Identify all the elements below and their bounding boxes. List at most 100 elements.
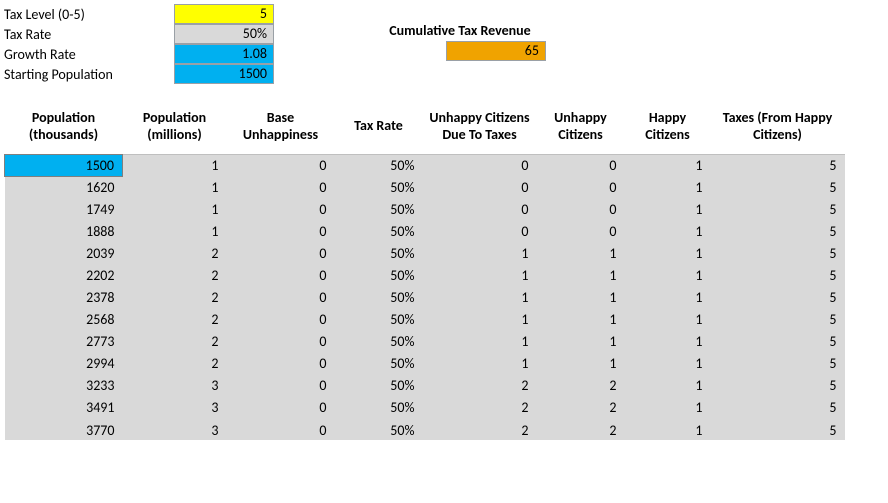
table-cell: 3 (123, 396, 227, 418)
table-cell: 2039 (5, 242, 123, 264)
table-cell: 1 (625, 154, 711, 176)
table-cell: 1 (423, 242, 537, 264)
parameter-grid: Tax Level (0-5) 5 Tax Rate 50% Growth Ra… (4, 4, 274, 84)
table-cell: 50% (335, 220, 423, 242)
table-cell: 1 (625, 286, 711, 308)
table-row: 37703050%2215 (5, 418, 845, 440)
table-cell: 5 (711, 374, 845, 396)
cumulative-revenue-title: Cumulative Tax Revenue (389, 22, 530, 39)
tax-rate-cell[interactable]: 50% (174, 24, 274, 44)
header-taxes: Taxes (From Happy Citizens) (711, 106, 845, 154)
table-cell: 5 (711, 396, 845, 418)
table-cell: 1 (123, 198, 227, 220)
table-cell: 1 (423, 286, 537, 308)
table-row: 17491050%0015 (5, 198, 845, 220)
table-cell: 5 (711, 286, 845, 308)
table-cell: 0 (227, 286, 335, 308)
table-cell: 50% (335, 330, 423, 352)
cumulative-revenue: Cumulative Tax Revenue 65 (374, 4, 546, 61)
table-cell: 3 (123, 418, 227, 440)
table-cell: 1 (625, 330, 711, 352)
table-cell: 1 (423, 308, 537, 330)
table-cell: 50% (335, 242, 423, 264)
header-tax-rate: Tax Rate (335, 106, 423, 154)
table-cell: 0 (227, 176, 335, 198)
table-cell: 1 (625, 308, 711, 330)
table-cell: 2 (123, 286, 227, 308)
table-cell: 1 (625, 176, 711, 198)
table-cell: 3233 (5, 374, 123, 396)
table-cell: 2568 (5, 308, 123, 330)
table-cell: 2994 (5, 352, 123, 374)
table-row: 27732050%1115 (5, 330, 845, 352)
table-row: 15001050%0015 (5, 154, 845, 176)
table-cell: 5 (711, 352, 845, 374)
table-cell: 5 (711, 330, 845, 352)
table-cell: 0 (227, 308, 335, 330)
table-cell: 1888 (5, 220, 123, 242)
table-cell: 0 (227, 220, 335, 242)
table-cell: 1 (423, 264, 537, 286)
table-cell: 1 (123, 176, 227, 198)
header-base-unhappiness: Base Unhappiness (227, 106, 335, 154)
table-cell: 1 (625, 220, 711, 242)
table-cell: 50% (335, 286, 423, 308)
header-population-thousands: Population (thousands) (5, 106, 123, 154)
table-cell: 5 (711, 220, 845, 242)
table-cell: 0 (227, 154, 335, 176)
table-cell: 0 (537, 220, 625, 242)
tax-level-label: Tax Level (0-5) (4, 6, 174, 23)
table-cell: 2 (123, 330, 227, 352)
table-cell: 0 (227, 352, 335, 374)
table-row: 29942050%1115 (5, 352, 845, 374)
table-cell: 2 (423, 374, 537, 396)
table-row: 23782050%1115 (5, 286, 845, 308)
table-cell: 2 (537, 418, 625, 440)
table-cell: 2 (423, 418, 537, 440)
table-cell: 1 (625, 396, 711, 418)
header-population-millions: Population (millions) (123, 106, 227, 154)
table-cell: 0 (423, 220, 537, 242)
table-header-row: Population (thousands) Population (milli… (5, 106, 845, 154)
table-cell: 1 (625, 264, 711, 286)
table-cell: 0 (537, 154, 625, 176)
cumulative-revenue-cell: 65 (446, 41, 546, 61)
table-cell: 2773 (5, 330, 123, 352)
table-cell: 5 (711, 418, 845, 440)
table-cell: 1 (423, 352, 537, 374)
table-cell: 50% (335, 264, 423, 286)
table-cell: 1 (123, 154, 227, 176)
table-row: 34913050%2215 (5, 396, 845, 418)
table-row: 32333050%2215 (5, 374, 845, 396)
table-cell: 1500 (5, 154, 123, 176)
table-cell: 50% (335, 308, 423, 330)
table-cell: 2202 (5, 264, 123, 286)
parameter-panel: Tax Level (0-5) 5 Tax Rate 50% Growth Ra… (4, 4, 884, 84)
table-cell: 1 (537, 308, 625, 330)
table-cell: 3770 (5, 418, 123, 440)
table-cell: 0 (423, 176, 537, 198)
header-unhappy-due-taxes: Unhappy Citizens Due To Taxes (423, 106, 537, 154)
starting-population-cell[interactable]: 1500 (174, 64, 274, 84)
table-cell: 5 (711, 264, 845, 286)
table-cell: 50% (335, 374, 423, 396)
table-cell: 2 (537, 374, 625, 396)
table-cell: 1 (537, 264, 625, 286)
table-row: 20392050%1115 (5, 242, 845, 264)
table-cell: 50% (335, 418, 423, 440)
table-cell: 2 (123, 242, 227, 264)
table-cell: 0 (227, 374, 335, 396)
table-cell: 1 (537, 242, 625, 264)
growth-rate-label: Growth Rate (4, 46, 174, 63)
table-cell: 50% (335, 176, 423, 198)
growth-rate-cell[interactable]: 1.08 (174, 44, 274, 64)
table-cell: 0 (227, 264, 335, 286)
table-cell: 2 (537, 396, 625, 418)
table-cell: 50% (335, 198, 423, 220)
tax-level-cell[interactable]: 5 (174, 4, 274, 24)
table-row: 18881050%0015 (5, 220, 845, 242)
table-cell: 5 (711, 308, 845, 330)
table-cell: 1 (625, 198, 711, 220)
table-cell: 2 (123, 352, 227, 374)
table-cell: 0 (227, 418, 335, 440)
